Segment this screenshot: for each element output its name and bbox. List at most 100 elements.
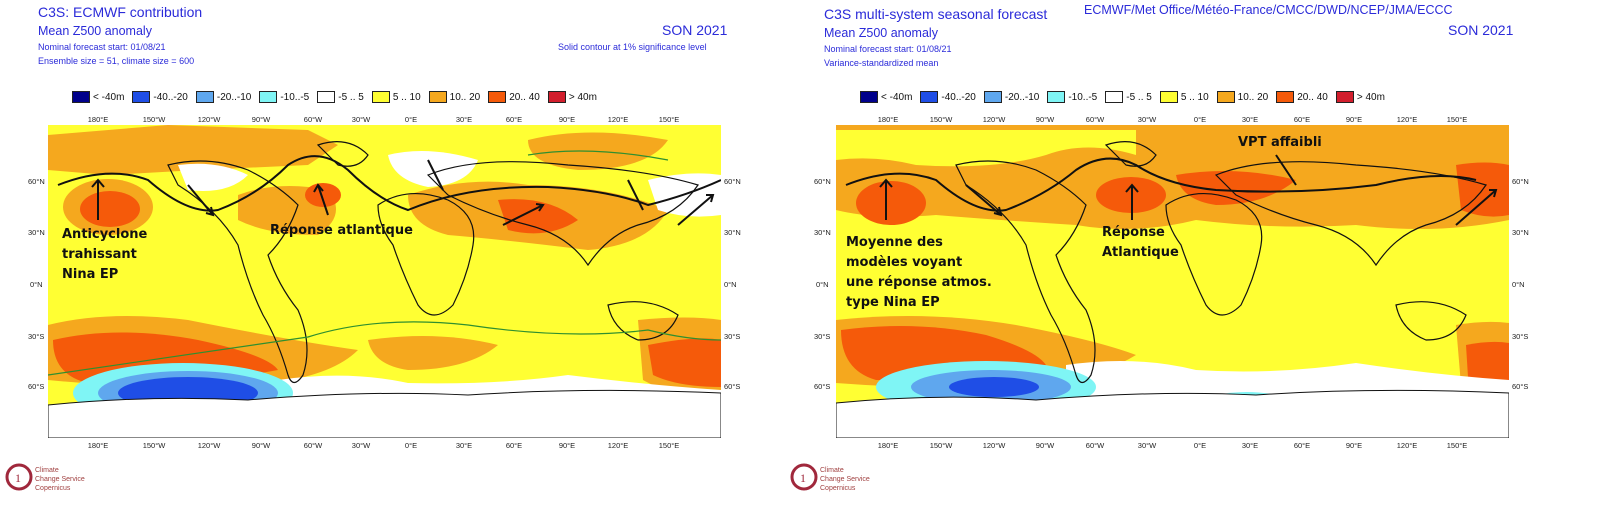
lat-label: 60°S xyxy=(724,382,741,391)
lon-label: 150°W xyxy=(142,115,166,124)
lon-label: 30°W xyxy=(351,115,371,124)
legend-swatch xyxy=(1159,91,1178,103)
left-annotation-trahissant: trahissant xyxy=(62,247,137,262)
legend-item-20-40: 20.. 40 xyxy=(1276,91,1328,103)
lon-label: 0°E xyxy=(404,115,418,124)
legend-swatch xyxy=(547,91,566,103)
lon-label: 180°E xyxy=(877,441,899,450)
lon-label: 180°E xyxy=(87,115,109,124)
lon-label: 120°E xyxy=(1396,441,1418,450)
svg-text:1: 1 xyxy=(15,471,21,485)
lon-label: 0°E xyxy=(1193,441,1207,450)
lon-label: 150°W xyxy=(142,441,166,450)
legend-swatch xyxy=(1047,91,1066,103)
left-anomaly-map xyxy=(48,125,721,438)
legend-swatch xyxy=(72,91,90,103)
lon-label: 120°E xyxy=(1396,115,1418,124)
left-season: SON 2021 xyxy=(662,22,728,38)
logo-emblem: 1 xyxy=(5,463,33,491)
right-title: C3S multi-system seasonal forecast xyxy=(824,6,1048,22)
lon-label: 120°W xyxy=(982,441,1006,450)
anomaly-region xyxy=(368,336,498,370)
lon-label: 150°W xyxy=(929,441,953,450)
right-annotation-reponse: Réponse xyxy=(1102,225,1165,240)
legend-item-minus5-5: -5 .. 5 xyxy=(317,91,364,103)
right-centres: ECMWF/Met Office/Météo-France/CMCC/DWD/N… xyxy=(1084,3,1453,17)
jet-stream-line xyxy=(57,155,721,212)
lat-label: 30°N xyxy=(28,228,45,237)
anomaly-region xyxy=(856,181,926,225)
legend-item-10-20: 10.. 20 xyxy=(1216,91,1268,103)
lat-label: 60°S xyxy=(1512,382,1529,391)
left-title: C3S: ECMWF contribution xyxy=(38,4,203,20)
lat-label: 30°S xyxy=(1512,332,1529,341)
lon-label: 60°E xyxy=(1293,441,1311,450)
legend-item-lt-minus40: < -40m xyxy=(860,91,912,103)
logo-text: Climate Change Service Copernicus xyxy=(35,467,85,492)
lon-label: 30°E xyxy=(1241,441,1259,450)
lat-label: 30°N xyxy=(814,228,831,237)
left-subtitle: Mean Z500 anomaly xyxy=(38,24,152,38)
jet-stream-line xyxy=(845,157,1477,212)
anomaly-region xyxy=(80,191,140,227)
legend-swatch xyxy=(1276,91,1295,103)
lon-label: 30°W xyxy=(1137,115,1157,124)
lon-label: 30°E xyxy=(455,441,473,450)
antarctica-coast xyxy=(836,389,1509,438)
legend-swatch xyxy=(920,91,939,103)
legend-swatch xyxy=(1335,91,1354,103)
legend-swatch xyxy=(259,91,278,103)
lat-label: 60°N xyxy=(814,177,831,186)
lat-label: 30°S xyxy=(814,332,831,341)
legend-item-gt-40: > 40m xyxy=(1335,91,1385,103)
lon-label: 30°W xyxy=(351,441,371,450)
left-legend: < -40m -40..-20 -20..-10 -10..-5 -5 .. 5… xyxy=(72,90,605,104)
lon-label: 60°W xyxy=(1085,441,1105,450)
lon-label: 120°E xyxy=(607,441,629,450)
legend-swatch xyxy=(371,91,390,103)
left-significance-note: Solid contour at 1% significance level xyxy=(558,42,707,52)
legend-swatch xyxy=(860,91,878,103)
legend-swatch xyxy=(1216,91,1235,103)
svg-text:1: 1 xyxy=(800,471,806,485)
left-ensemble-size: Ensemble size = 51, climate size = 600 xyxy=(38,56,195,66)
right-annotation-modeles: modèles voyant xyxy=(846,255,963,270)
legend-item-20-40: 20.. 40 xyxy=(488,91,540,103)
legend-swatch xyxy=(488,91,507,103)
anomaly-region xyxy=(949,377,1039,397)
lon-label: 60°W xyxy=(303,441,323,450)
lat-label: 0°N xyxy=(30,280,43,289)
right-annotation-nina: type Nina EP xyxy=(846,295,940,310)
lon-label: 90°E xyxy=(1345,115,1363,124)
lat-label: 0°N xyxy=(724,280,737,289)
left-annotation-anticyclone: Anticyclone xyxy=(62,227,148,242)
legend-swatch xyxy=(132,91,151,103)
lat-label: 60°N xyxy=(28,177,45,186)
lat-label: 30°N xyxy=(724,228,741,237)
significance-contour xyxy=(48,321,721,376)
lat-label: 30°N xyxy=(1512,228,1529,237)
legend-item-minus5-5: -5 .. 5 xyxy=(1105,91,1152,103)
left-forecast-start: Nominal forecast start: 01/08/21 xyxy=(38,42,166,52)
lon-label: 90°E xyxy=(558,441,576,450)
legend-swatch xyxy=(317,91,336,103)
anomaly-region xyxy=(1176,171,1296,205)
lon-label: 90°W xyxy=(1035,441,1055,450)
copernicus-logo: 1 Climate Change Service Copernicus xyxy=(790,460,910,500)
coastlines xyxy=(167,141,699,384)
legend-swatch xyxy=(428,91,447,103)
lon-label: 150°E xyxy=(1446,441,1468,450)
lon-label: 180°E xyxy=(87,441,109,450)
legend-item-minus10-minus5: -10..-5 xyxy=(259,91,309,103)
logo-emblem: 1 xyxy=(790,463,818,491)
anomaly-region xyxy=(48,125,338,175)
lon-label: 120°W xyxy=(982,115,1006,124)
right-lon-axis-bottom: 180°E 150°W 120°W 90°W 60°W 30°W 0°E 30°… xyxy=(836,441,1509,451)
legend-item-10-20: 10.. 20 xyxy=(428,91,480,103)
right-lon-axis-top: 180°E 150°W 120°W 90°W 60°W 30°W 0°E 30°… xyxy=(836,115,1509,125)
lon-label: 30°W xyxy=(1137,441,1157,450)
lon-label: 90°W xyxy=(251,441,271,450)
right-season: SON 2021 xyxy=(1448,22,1514,38)
lon-label: 0°E xyxy=(404,441,418,450)
lat-label: 0°N xyxy=(1512,280,1525,289)
